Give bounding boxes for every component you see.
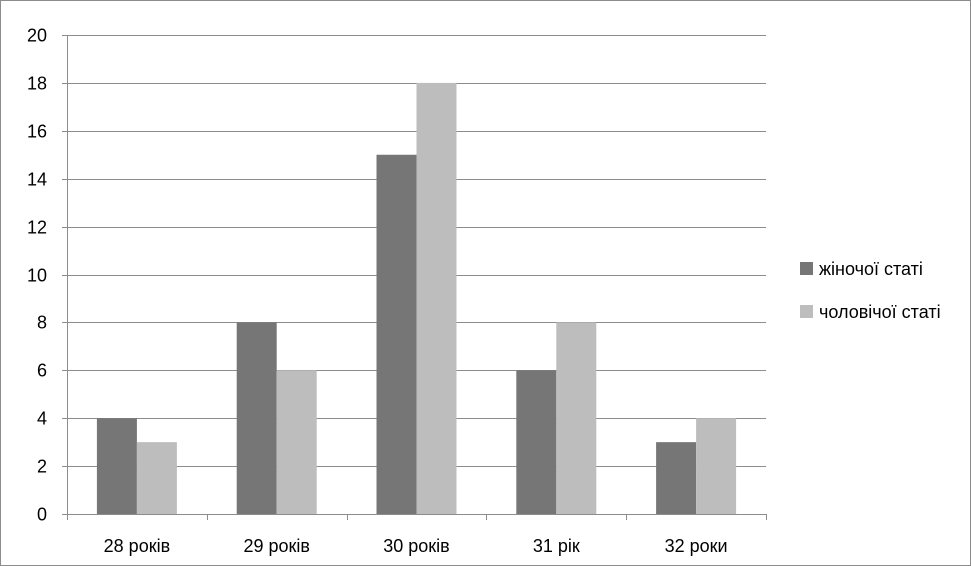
y-tick-label: 10 [27, 266, 47, 286]
x-category-label: 30 років [383, 536, 449, 556]
y-tick-label: 12 [27, 218, 47, 238]
y-tick-label: 2 [37, 457, 47, 477]
legend: жіночої статі чоловічої статі [800, 259, 941, 322]
bar-female-1 [236, 322, 277, 514]
y-tick-label: 18 [27, 74, 47, 94]
y-tick-label: 8 [37, 313, 47, 333]
bar-female-0 [96, 418, 137, 514]
legend-swatch-male [800, 305, 813, 318]
x-category-label: 29 років [243, 536, 309, 556]
bar-male-0 [136, 442, 177, 514]
y-tick-label: 0 [37, 505, 47, 525]
y-tick-label: 16 [27, 122, 47, 142]
bar-female-2 [376, 154, 417, 514]
y-tick-label: 6 [37, 361, 47, 381]
y-tick-label: 14 [27, 170, 47, 190]
legend-swatch-female [800, 262, 813, 275]
bar-male-1 [276, 370, 317, 514]
bars [96, 82, 737, 515]
y-tick-label: 4 [37, 409, 47, 429]
x-tick-labels: 28 років 29 років 30 років 31 рік 32 роки [104, 536, 728, 556]
x-category-label: 28 років [104, 536, 170, 556]
y-tick-labels: 0 2 4 6 8 10 12 14 16 18 20 [27, 26, 47, 525]
legend-label-female: жіночої статі [819, 259, 923, 279]
x-category-label: 32 роки [665, 536, 728, 556]
bar-female-4 [656, 442, 697, 514]
y-tick-label: 20 [27, 26, 47, 46]
bar-male-4 [696, 418, 737, 514]
axes [62, 35, 767, 520]
legend-label-male: чоловічої статі [819, 302, 941, 322]
bar-male-2 [416, 82, 457, 515]
x-category-label: 31 рік [533, 536, 580, 556]
bar-female-3 [516, 370, 557, 514]
bar-male-3 [556, 322, 597, 514]
